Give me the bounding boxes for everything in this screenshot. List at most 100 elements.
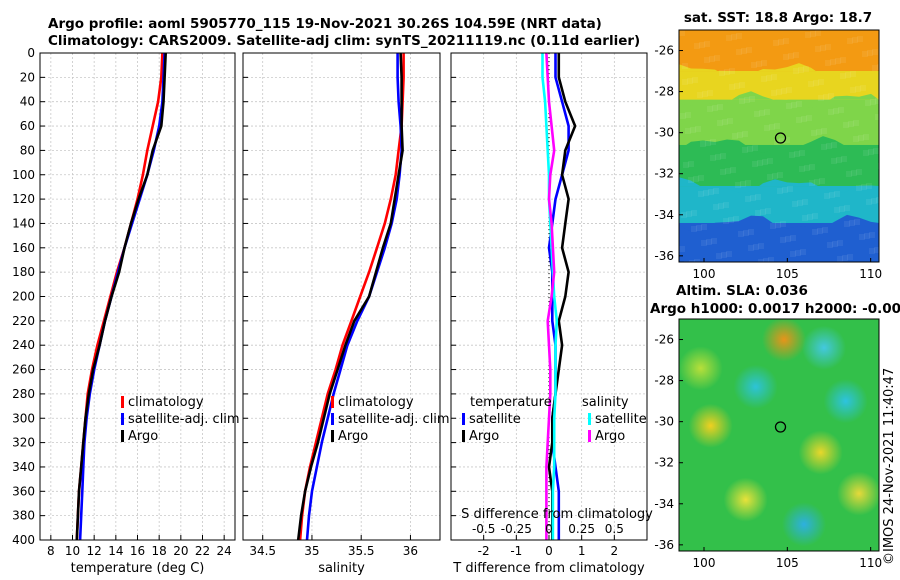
sst-pixel — [845, 72, 851, 78]
x-tick-label: 105 — [776, 267, 799, 281]
sst-pixel — [725, 168, 731, 174]
sst-pixel — [685, 112, 691, 118]
sst-pixel — [760, 209, 766, 215]
sst-pixel — [710, 155, 716, 161]
sst-pixel — [853, 136, 859, 142]
sst-pixel — [692, 77, 698, 83]
sst-pixel — [853, 120, 859, 126]
sst-pixel — [873, 148, 879, 154]
sst-pixel — [815, 30, 821, 36]
sst-pixel — [834, 207, 840, 213]
sst-pixel — [776, 89, 782, 95]
x-tick-label: 24 — [217, 544, 232, 558]
sst-pixel — [739, 98, 745, 104]
sst-pixel — [691, 210, 697, 216]
difference-panel: -2 -1 0 1 2 T difference from climatology S di… — [450, 52, 653, 576]
sst-pixel — [811, 130, 817, 136]
sst-pixel — [865, 100, 871, 106]
argo-location-marker — [774, 132, 787, 144]
sst-pixel — [827, 242, 833, 248]
x-tick-label: 36 — [403, 544, 418, 558]
map-frame — [678, 318, 880, 552]
x2-tick-label: 0.5 — [605, 522, 624, 536]
sst-pixel — [741, 48, 747, 54]
sst-pixel — [822, 227, 828, 233]
sst-pixel — [682, 63, 688, 69]
sst-pixel — [752, 145, 758, 151]
x-tick-label: 16 — [130, 544, 145, 558]
sst-pixel — [698, 191, 704, 197]
sst-pixel — [701, 224, 707, 230]
y-tick-label: 340 — [12, 460, 35, 474]
sst-pixel — [788, 53, 794, 59]
sla-anomaly — [802, 325, 846, 370]
y-tick-label: 40 — [20, 95, 35, 109]
sst-pixel — [737, 132, 743, 138]
sst-pixel — [715, 154, 721, 160]
y-tick-label: -26 — [654, 44, 674, 58]
sst-pixel — [856, 169, 862, 175]
sla-anomaly — [688, 403, 733, 448]
sst-pixel — [875, 114, 879, 120]
y-tick-label: 400 — [12, 533, 35, 547]
y-tick-label: 120 — [12, 192, 35, 206]
x-axis-label: T difference from climatology — [452, 561, 645, 576]
sst-pixel — [694, 259, 700, 262]
sst-pixel — [739, 82, 745, 88]
legend-swatch — [121, 396, 124, 408]
sst-pixel — [705, 140, 711, 146]
sst-pixel — [801, 116, 807, 122]
map-field — [679, 30, 879, 262]
sst-pixel — [856, 185, 862, 191]
sst-band-edge — [679, 136, 879, 153]
sst-pixel — [733, 216, 739, 222]
sst-pixel — [852, 37, 858, 43]
y-tick-label: 360 — [12, 484, 35, 498]
sst-pixel — [796, 101, 802, 107]
sst-pixel — [805, 32, 811, 38]
sst-pixel — [766, 75, 772, 81]
legend-label: Argo — [595, 429, 625, 444]
x2-tick-label: 0 — [545, 522, 553, 536]
y-tick-label: 260 — [12, 363, 35, 377]
sst-pixel — [786, 103, 792, 109]
sst-pixel — [732, 133, 738, 139]
sst-band — [679, 99, 879, 146]
sst-pixel — [783, 54, 789, 60]
sst-pixel — [813, 80, 819, 86]
sst-pixel — [771, 90, 777, 96]
x2-tick-label: -0.5 — [472, 522, 495, 536]
y-tick-label: 160 — [12, 241, 35, 255]
sst-pixel — [809, 164, 815, 170]
sst-pixel — [744, 97, 750, 103]
legend-label: climatology — [128, 395, 204, 410]
sst-pixel — [782, 187, 788, 193]
sst-pixel — [876, 197, 879, 203]
map2-title: Altim. SLA: 0.036 — [676, 283, 808, 299]
sst-pixel — [748, 245, 754, 251]
sst-pixel — [780, 221, 786, 227]
sst-pixel — [771, 74, 777, 80]
sst-pixel — [784, 137, 790, 143]
sst-pixel — [761, 60, 767, 66]
series-line-Argo — [296, 52, 404, 541]
sst-pixel — [830, 59, 836, 65]
y-tick-label: 220 — [12, 314, 35, 328]
sst-pixel — [866, 199, 872, 205]
sst-pixel — [698, 175, 704, 181]
sst-pixel — [752, 161, 758, 167]
sst-pixel — [704, 41, 710, 47]
y-tick-label: 200 — [12, 290, 35, 304]
x-tick-label: 2 — [611, 544, 619, 558]
sst-pixel — [802, 199, 808, 205]
sst-pixel — [797, 200, 803, 206]
sst-pixel — [763, 258, 769, 262]
sst-pixel — [870, 99, 876, 105]
sst-pixel — [828, 109, 834, 115]
sst-band — [679, 30, 879, 73]
sst-pixel — [810, 31, 816, 37]
sst-pixel — [761, 76, 767, 82]
sst-pixel — [829, 192, 835, 198]
series-line-Argo — [75, 52, 167, 541]
sst-pixel — [818, 95, 824, 101]
